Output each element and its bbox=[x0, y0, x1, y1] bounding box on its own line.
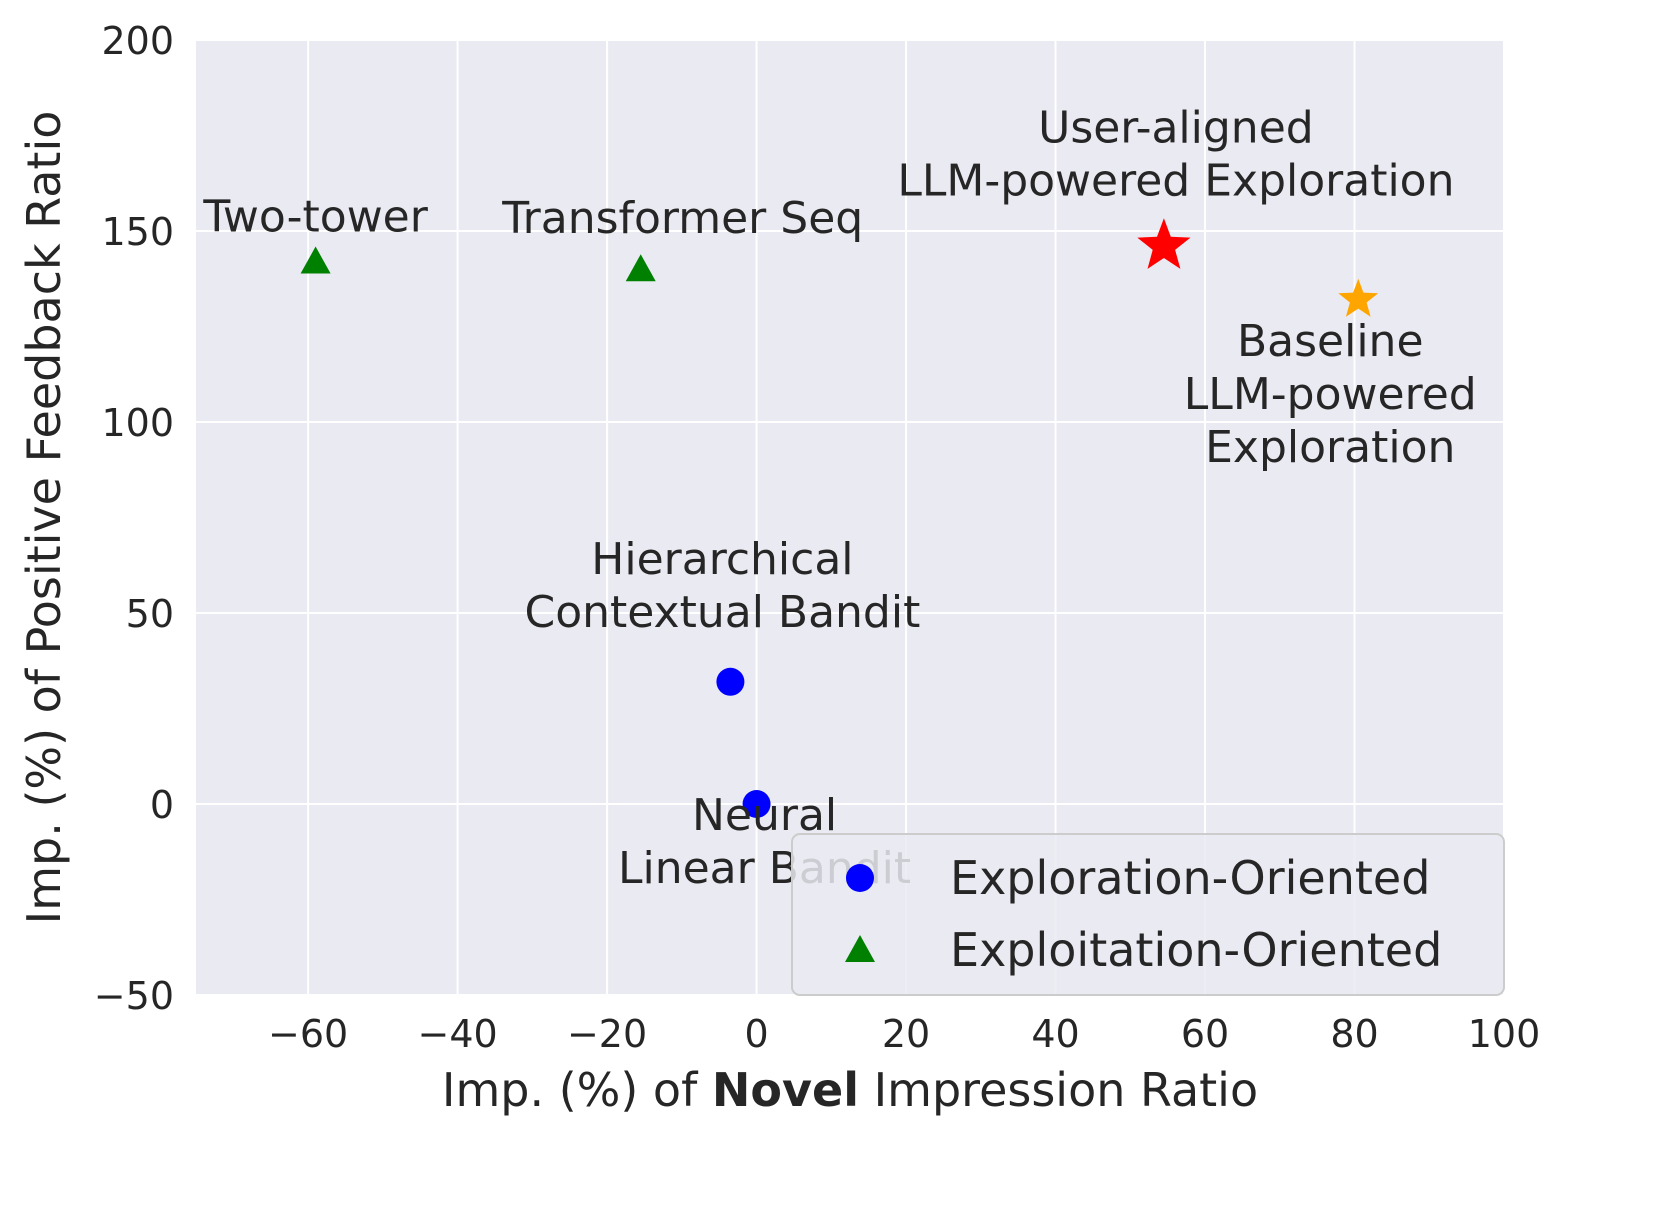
y-tick-labels: −50 0 50 100 150 200 bbox=[94, 19, 174, 1018]
point-annotation-line: LLM-powered bbox=[1184, 369, 1477, 420]
circle-point bbox=[716, 667, 745, 696]
circle-point bbox=[742, 790, 771, 818]
point-annotation-line: Transformer Seq bbox=[501, 193, 863, 244]
point-annotation-line: Exploration bbox=[1205, 422, 1455, 473]
x-tick-label: 80 bbox=[1330, 1012, 1378, 1056]
point-annotation-line: Hierarchical bbox=[591, 534, 853, 585]
point-annotation: Hierarchical Contextual Bandit bbox=[524, 534, 920, 638]
point-annotation-line: Neural bbox=[692, 790, 837, 841]
legend-box bbox=[791, 833, 1505, 996]
star-point bbox=[1137, 218, 1191, 269]
legend-entry-label: Exploitation-Oriented bbox=[950, 923, 1442, 977]
legend: Exploration-Oriented Exploitation-Oriente… bbox=[791, 833, 1505, 996]
point-annotation: Two-tower bbox=[202, 192, 428, 243]
y-tick-label: 100 bbox=[101, 401, 174, 445]
point-annotation-line: LLM-powered Exploration bbox=[897, 155, 1454, 206]
x-tick-label: −20 bbox=[567, 1012, 647, 1056]
x-axis-title-bold: Novel bbox=[712, 1063, 859, 1117]
legend-triangle-icon bbox=[845, 935, 875, 962]
legend-entry-label: Exploration-Oriented bbox=[950, 851, 1430, 905]
star-point bbox=[1338, 278, 1379, 317]
x-axis-title-suffix: Impression Ratio bbox=[859, 1063, 1258, 1117]
point-annotation: Baseline LLM-powered Exploration bbox=[1184, 316, 1477, 473]
x-tick-label: 100 bbox=[1468, 1012, 1541, 1056]
point-annotation: User-aligned LLM-powered Exploration bbox=[897, 102, 1454, 206]
y-tick-label: 50 bbox=[126, 592, 174, 636]
x-tick-labels: −60 −40 −20 0 20 40 60 80 100 bbox=[268, 1012, 1540, 1056]
x-tick-label: −60 bbox=[268, 1012, 348, 1056]
point-annotation-line: User-aligned bbox=[1038, 102, 1314, 153]
point-annotation-line: Two-tower bbox=[202, 192, 428, 243]
x-axis-title-prefix: Imp. (%) of bbox=[442, 1063, 712, 1117]
y-tick-label: 0 bbox=[150, 783, 174, 827]
y-tick-label: −50 bbox=[94, 974, 174, 1018]
x-tick-label: −40 bbox=[417, 1012, 497, 1056]
x-tick-label: 20 bbox=[882, 1012, 930, 1056]
x-tick-label: 60 bbox=[1181, 1012, 1229, 1056]
y-tick-label: 150 bbox=[101, 210, 174, 254]
x-axis-title: Imp. (%) of Novel Impression Ratio bbox=[442, 1063, 1258, 1117]
x-tick-label: 0 bbox=[744, 1012, 768, 1056]
y-axis-title: Imp. (%) of Positive Feedback Ratio bbox=[17, 111, 71, 925]
triangle-point bbox=[625, 254, 656, 282]
data-points bbox=[300, 218, 1379, 818]
triangle-point bbox=[300, 246, 331, 274]
point-annotation-line: Baseline bbox=[1237, 316, 1424, 367]
legend-circle-icon bbox=[846, 864, 874, 892]
x-tick-label: 40 bbox=[1031, 1012, 1079, 1056]
point-annotation-line: Contextual Bandit bbox=[524, 587, 920, 638]
point-annotation: Transformer Seq bbox=[501, 193, 863, 244]
y-tick-label: 200 bbox=[101, 19, 174, 63]
